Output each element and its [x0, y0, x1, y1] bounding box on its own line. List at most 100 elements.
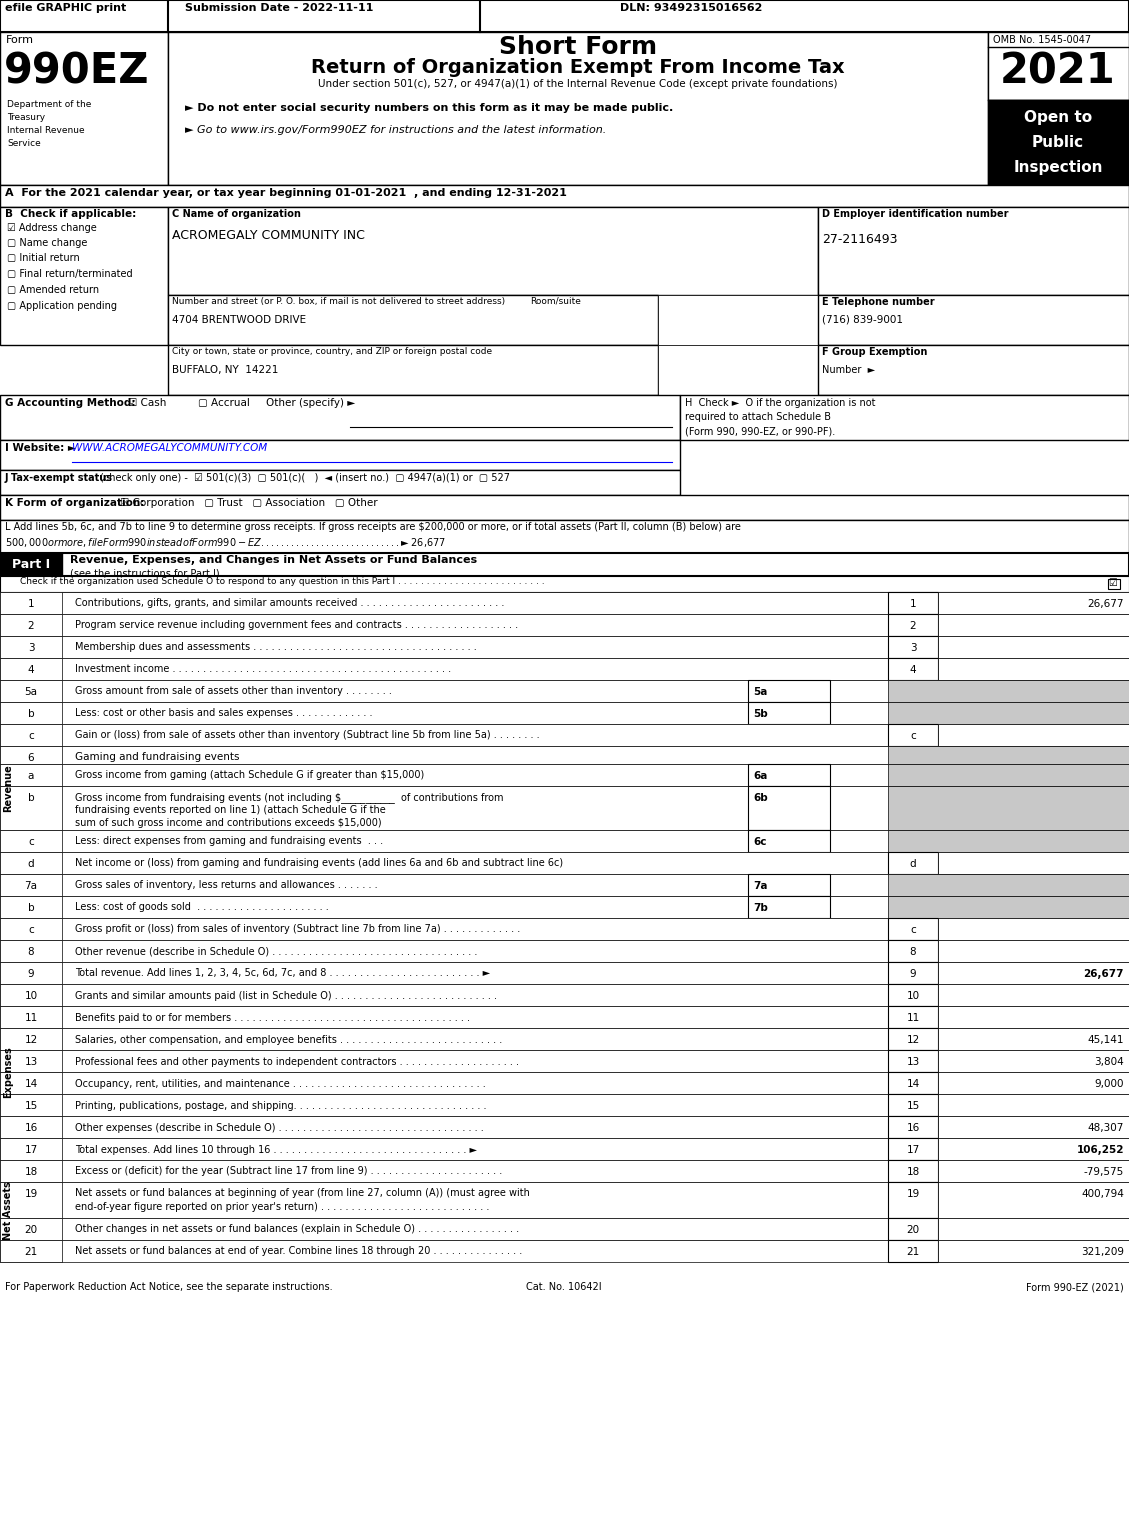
- Text: ► Do not enter social security numbers on this form as it may be made public.: ► Do not enter social security numbers o…: [185, 104, 673, 113]
- Text: 26,677: 26,677: [1084, 968, 1124, 979]
- Text: 106,252: 106,252: [1076, 1145, 1124, 1154]
- Text: Revenue, Expenses, and Changes in Net Assets or Fund Balances: Revenue, Expenses, and Changes in Net As…: [70, 555, 478, 564]
- Bar: [938, 1028, 1129, 1051]
- Text: Expenses: Expenses: [3, 1046, 14, 1098]
- Bar: [0, 764, 62, 785]
- Text: Grants and similar amounts paid (list in Schedule O) . . . . . . . . . . . . . .: Grants and similar amounts paid (list in…: [75, 991, 497, 1000]
- Text: 2: 2: [910, 621, 917, 631]
- Text: d: d: [28, 859, 34, 869]
- Text: Service: Service: [7, 139, 41, 148]
- Text: 990EZ: 990EZ: [5, 50, 149, 93]
- Bar: [0, 962, 1129, 984]
- Bar: [0, 746, 62, 764]
- Bar: [889, 897, 1129, 918]
- Bar: [938, 1116, 1129, 1138]
- Text: Part I: Part I: [12, 558, 50, 570]
- Bar: [938, 1093, 1129, 1116]
- Text: fundraising events reported on line 1) (attach Schedule G if the: fundraising events reported on line 1) (…: [75, 805, 386, 814]
- Text: 21: 21: [25, 1247, 37, 1257]
- Text: Investment income . . . . . . . . . . . . . . . . . . . . . . . . . . . . . . . : Investment income . . . . . . . . . . . …: [75, 663, 452, 674]
- Bar: [0, 185, 1129, 207]
- Text: 3: 3: [910, 644, 917, 653]
- Bar: [938, 592, 1129, 615]
- Bar: [0, 724, 62, 746]
- Bar: [0, 520, 1129, 554]
- Text: Department of the: Department of the: [7, 101, 91, 108]
- Text: Excess or (deficit) for the year (Subtract line 17 from line 9) . . . . . . . . : Excess or (deficit) for the year (Subtra…: [75, 1167, 502, 1176]
- Text: Inspection: Inspection: [1013, 160, 1103, 175]
- Text: Program service revenue including government fees and contracts . . . . . . . . : Program service revenue including govern…: [75, 621, 518, 630]
- Text: K Form of organization:: K Form of organization:: [5, 499, 145, 508]
- Bar: [0, 1072, 62, 1093]
- Bar: [938, 918, 1129, 939]
- Bar: [0, 939, 1129, 962]
- Text: c: c: [28, 837, 34, 846]
- Bar: [0, 657, 1129, 680]
- Bar: [0, 1161, 1129, 1182]
- Text: Benefits paid to or for members . . . . . . . . . . . . . . . . . . . . . . . . : Benefits paid to or for members . . . . …: [75, 1013, 470, 1023]
- Text: 8: 8: [910, 947, 917, 958]
- Text: 9,000: 9,000: [1094, 1080, 1124, 1089]
- Bar: [889, 852, 938, 874]
- Text: DLN: 93492315016562: DLN: 93492315016562: [620, 3, 762, 14]
- Text: Gross amount from sale of assets other than inventory . . . . . . . .: Gross amount from sale of assets other t…: [75, 686, 392, 695]
- Bar: [889, 1006, 938, 1028]
- Bar: [0, 1051, 1129, 1072]
- Text: Form 990-EZ (2021): Form 990-EZ (2021): [1026, 1283, 1124, 1292]
- Text: c: c: [28, 730, 34, 741]
- Text: 7b: 7b: [753, 903, 768, 913]
- Text: Gain or (loss) from sale of assets other than inventory (Subtract line 5b from l: Gain or (loss) from sale of assets other…: [75, 730, 540, 740]
- Text: -79,575: -79,575: [1084, 1167, 1124, 1177]
- Text: Contributions, gifts, grants, and similar amounts received . . . . . . . . . . .: Contributions, gifts, grants, and simila…: [75, 598, 505, 608]
- Text: $500,000 or more, file Form 990 instead of Form 990-EZ . . . . . . . . . . . . .: $500,000 or more, file Form 990 instead …: [5, 535, 446, 549]
- Bar: [0, 897, 1129, 918]
- Text: 12: 12: [25, 1035, 37, 1045]
- Bar: [938, 939, 1129, 962]
- Text: ▢ Application pending: ▢ Application pending: [7, 300, 117, 311]
- Text: City or town, state or province, country, and ZIP or foreign postal code: City or town, state or province, country…: [172, 348, 492, 355]
- Bar: [0, 554, 62, 576]
- Text: a: a: [28, 772, 34, 781]
- Bar: [938, 1240, 1129, 1263]
- Text: Submission Date - 2022-11-11: Submission Date - 2022-11-11: [185, 3, 374, 14]
- Bar: [749, 764, 830, 785]
- Text: H  Check ►  O if the organization is not: H Check ► O if the organization is not: [685, 398, 875, 409]
- Text: Room/suite: Room/suite: [530, 297, 581, 307]
- Text: 8: 8: [28, 947, 34, 958]
- Bar: [0, 657, 62, 680]
- Bar: [889, 984, 938, 1006]
- Bar: [0, 874, 1129, 897]
- Text: Net assets or fund balances at end of year. Combine lines 18 through 20 . . . . : Net assets or fund balances at end of ye…: [75, 1246, 523, 1257]
- Text: 3: 3: [28, 644, 34, 653]
- Text: 9: 9: [910, 968, 917, 979]
- Bar: [0, 395, 680, 441]
- Text: Other revenue (describe in Schedule O) . . . . . . . . . . . . . . . . . . . . .: Other revenue (describe in Schedule O) .…: [75, 946, 478, 956]
- Bar: [889, 1028, 938, 1051]
- Bar: [889, 1240, 938, 1263]
- Bar: [658, 294, 819, 345]
- Text: Less: cost or other basis and sales expenses . . . . . . . . . . . . .: Less: cost or other basis and sales expe…: [75, 708, 373, 718]
- Text: 12: 12: [907, 1035, 920, 1045]
- Text: 11: 11: [25, 1013, 37, 1023]
- Bar: [0, 0, 1129, 32]
- Bar: [749, 874, 830, 897]
- Bar: [680, 395, 1129, 441]
- Text: OMB No. 1545-0047: OMB No. 1545-0047: [994, 35, 1091, 46]
- Text: ACROMEGALY COMMUNITY INC: ACROMEGALY COMMUNITY INC: [172, 229, 365, 242]
- Text: 18: 18: [25, 1167, 37, 1177]
- Bar: [0, 1093, 62, 1116]
- Bar: [0, 1051, 62, 1072]
- Bar: [889, 1161, 938, 1182]
- Text: 5b: 5b: [753, 709, 768, 718]
- Bar: [0, 1218, 1129, 1240]
- Text: Net income or (loss) from gaming and fundraising events (add lines 6a and 6b and: Net income or (loss) from gaming and fun…: [75, 859, 563, 868]
- Bar: [889, 1116, 938, 1138]
- Text: 9: 9: [28, 968, 34, 979]
- Bar: [889, 874, 1129, 897]
- Bar: [0, 1138, 1129, 1161]
- Bar: [658, 345, 819, 395]
- Text: c: c: [28, 926, 34, 935]
- Text: L Add lines 5b, 6c, and 7b to line 9 to determine gross receipts. If gross recei: L Add lines 5b, 6c, and 7b to line 9 to …: [5, 522, 741, 532]
- Bar: [889, 615, 938, 636]
- Bar: [0, 207, 168, 345]
